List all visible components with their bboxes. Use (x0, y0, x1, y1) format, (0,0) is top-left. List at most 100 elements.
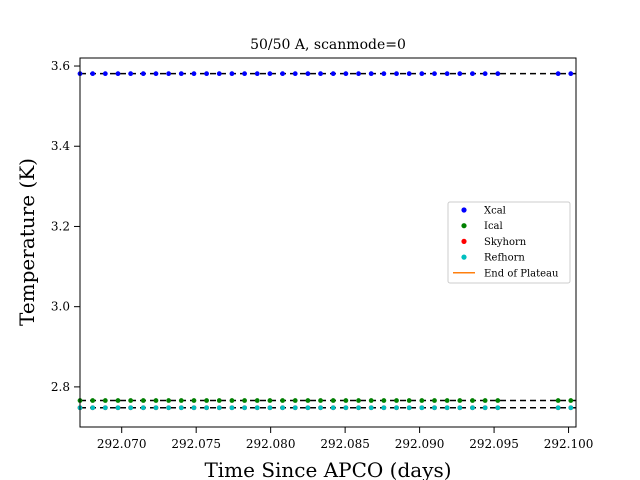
x-tick-label: 292.100 (544, 437, 594, 451)
data-point-ical (254, 398, 260, 403)
legend-label: Refhorn (484, 253, 525, 264)
data-point-refhorn (406, 405, 412, 411)
x-tick-label: 292.090 (395, 437, 445, 451)
legend-item-refhorn: Refhorn (461, 253, 525, 264)
data-point-xcal (555, 71, 561, 77)
data-point-ical (381, 398, 387, 403)
data-point-refhorn (356, 405, 361, 411)
data-point-xcal (191, 71, 197, 77)
data-point-ical (555, 398, 561, 403)
data-point-xcal (419, 71, 425, 77)
data-point-ical (343, 398, 349, 403)
data-point-xcal (343, 71, 349, 77)
data-point-ical (267, 398, 273, 403)
data-point-ical (242, 398, 247, 403)
data-point-ical (482, 398, 488, 403)
legend-label: Skyhorn (484, 237, 527, 248)
legend-item-skyhorn: Skyhorn (461, 237, 527, 248)
data-point-xcal (495, 71, 501, 77)
reference-lines (80, 72, 576, 409)
x-axis-label: Time Since APCO (days) (204, 458, 451, 480)
data-point-ical (115, 398, 121, 403)
data-point-xcal (280, 71, 285, 77)
data-point-refhorn (254, 405, 260, 411)
data-point-refhorn (432, 405, 437, 411)
data-point-ical (102, 398, 108, 403)
data-point-refhorn (330, 405, 336, 411)
data-point-refhorn (470, 405, 475, 411)
data-point-ical (318, 398, 323, 403)
series-refhorn (77, 405, 574, 411)
data-point-xcal (330, 71, 336, 77)
data-point-xcal (90, 71, 96, 77)
chart-title: 50/50 A, scanmode=0 (250, 37, 406, 53)
data-point-ical (90, 398, 96, 403)
y-tick-label: 3.4 (51, 139, 70, 153)
data-point-xcal (178, 71, 184, 77)
data-point-refhorn (90, 405, 96, 411)
data-point-xcal (242, 71, 247, 77)
data-point-ical (191, 398, 197, 403)
y-axis-label: Temperature (K) (15, 158, 39, 326)
legend-label: End of Plateau (484, 268, 559, 279)
data-point-refhorn (343, 405, 349, 411)
data-point-ical (495, 398, 501, 403)
y-axis-ticks: 2.8 3.0 3.2 3.4 3.6 (51, 59, 80, 394)
data-point-ical (470, 398, 475, 403)
x-tick-label: 292.070 (97, 437, 147, 451)
data-point-refhorn (394, 405, 399, 411)
legend-dot-marker (461, 254, 467, 260)
x-axis-ticks: 292.070 292.075 292.080 292.085 292.090 292.0… (97, 427, 593, 451)
data-point-xcal (229, 71, 235, 77)
data-point-xcal (254, 71, 260, 77)
data-point-xcal (457, 71, 463, 77)
data-point-refhorn (368, 405, 374, 411)
data-point-refhorn (229, 405, 235, 411)
data-point-refhorn (568, 405, 574, 411)
data-point-refhorn (178, 405, 184, 411)
data-point-refhorn (305, 405, 311, 411)
series-ical (77, 398, 574, 403)
data-point-xcal (381, 71, 387, 77)
legend-dot-marker (461, 207, 467, 213)
data-point-refhorn (140, 405, 146, 411)
data-point-ical (330, 398, 336, 403)
data-point-refhorn (444, 405, 450, 411)
data-point-xcal (115, 71, 121, 77)
data-point-xcal (368, 71, 374, 77)
data-point-ical (229, 398, 235, 403)
data-point-ical (368, 398, 374, 403)
data-point-refhorn (204, 405, 210, 411)
data-point-refhorn (115, 405, 121, 411)
data-point-xcal (102, 71, 108, 77)
data-point-ical (140, 398, 146, 403)
legend-label: Xcal (484, 206, 506, 217)
data-point-ical (419, 398, 425, 403)
data-point-xcal (432, 71, 437, 77)
plot-frame (79, 57, 577, 428)
data-point-xcal (292, 71, 298, 77)
data-point-refhorn (191, 405, 197, 411)
data-point-refhorn (280, 405, 285, 411)
data-point-ical (128, 398, 134, 403)
data-point-xcal (318, 71, 323, 77)
data-point-xcal (470, 71, 475, 77)
data-point-ical (292, 398, 298, 403)
x-tick-label: 292.085 (320, 437, 370, 451)
data-point-ical (280, 398, 285, 403)
y-tick-label: 3.0 (51, 300, 70, 314)
data-point-xcal (140, 71, 146, 77)
data-point-ical (153, 398, 159, 403)
data-point-xcal (406, 71, 412, 77)
legend: Xcal Ical Skyhorn Refhorn End of Plateau (447, 201, 571, 284)
data-point-ical (406, 398, 412, 403)
data-point-refhorn (381, 405, 387, 411)
legend-dot-marker (461, 223, 467, 229)
data-point-refhorn (495, 405, 501, 411)
data-point-refhorn (457, 405, 463, 411)
data-point-refhorn (482, 405, 488, 411)
legend-item-xcal: Xcal (461, 206, 506, 217)
data-point-xcal (153, 71, 159, 77)
data-point-refhorn (267, 405, 273, 411)
